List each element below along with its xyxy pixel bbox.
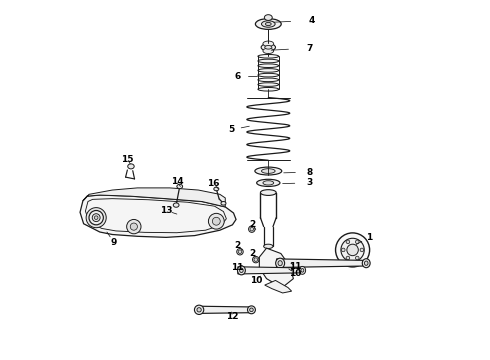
Ellipse shape — [197, 308, 201, 312]
Text: 6: 6 — [235, 72, 241, 81]
Ellipse shape — [255, 167, 282, 175]
Ellipse shape — [276, 258, 285, 268]
Ellipse shape — [263, 41, 274, 46]
Text: 2: 2 — [249, 249, 255, 258]
Ellipse shape — [336, 233, 369, 267]
Text: 1: 1 — [366, 233, 372, 242]
Ellipse shape — [258, 83, 279, 86]
Ellipse shape — [347, 244, 358, 256]
Text: 3: 3 — [306, 178, 313, 187]
Ellipse shape — [258, 69, 279, 72]
Ellipse shape — [265, 45, 272, 49]
Text: 5: 5 — [228, 125, 235, 134]
Text: 11: 11 — [289, 262, 301, 271]
Text: 7: 7 — [306, 44, 313, 53]
Ellipse shape — [360, 248, 364, 252]
Polygon shape — [265, 280, 292, 293]
Ellipse shape — [355, 240, 359, 244]
Text: 4: 4 — [308, 16, 315, 25]
Text: 14: 14 — [171, 177, 183, 186]
Ellipse shape — [257, 179, 280, 186]
Ellipse shape — [208, 213, 224, 229]
Ellipse shape — [254, 258, 258, 261]
Ellipse shape — [221, 202, 226, 205]
Ellipse shape — [365, 261, 368, 265]
Ellipse shape — [258, 87, 279, 91]
Polygon shape — [259, 248, 294, 286]
Ellipse shape — [89, 211, 103, 225]
Ellipse shape — [278, 261, 282, 266]
Ellipse shape — [238, 250, 242, 253]
Ellipse shape — [341, 238, 364, 262]
Ellipse shape — [258, 78, 279, 82]
Text: 10: 10 — [249, 276, 262, 285]
Ellipse shape — [195, 305, 204, 315]
Ellipse shape — [177, 184, 183, 189]
Text: 8: 8 — [306, 168, 313, 177]
Text: 10: 10 — [289, 269, 301, 278]
Ellipse shape — [173, 203, 179, 207]
Ellipse shape — [264, 244, 273, 248]
Ellipse shape — [262, 21, 275, 27]
Ellipse shape — [346, 240, 350, 244]
Ellipse shape — [263, 181, 274, 185]
Ellipse shape — [252, 256, 259, 263]
Ellipse shape — [301, 269, 304, 272]
Ellipse shape — [258, 64, 279, 67]
Polygon shape — [276, 259, 363, 267]
Ellipse shape — [355, 256, 359, 260]
Ellipse shape — [240, 268, 243, 273]
Ellipse shape — [238, 266, 245, 275]
Ellipse shape — [260, 190, 276, 195]
Text: 11: 11 — [231, 264, 244, 273]
Ellipse shape — [91, 213, 101, 223]
Ellipse shape — [266, 22, 271, 26]
Ellipse shape — [342, 248, 345, 252]
Ellipse shape — [130, 223, 137, 230]
Ellipse shape — [262, 169, 275, 174]
Ellipse shape — [265, 15, 272, 21]
Ellipse shape — [95, 216, 98, 220]
Ellipse shape — [258, 54, 279, 58]
Ellipse shape — [248, 226, 255, 232]
Ellipse shape — [299, 266, 306, 274]
Polygon shape — [80, 195, 236, 237]
Polygon shape — [83, 188, 225, 207]
Ellipse shape — [237, 248, 243, 255]
Ellipse shape — [255, 19, 281, 30]
Polygon shape — [238, 267, 299, 274]
Ellipse shape — [263, 48, 274, 54]
Text: 9: 9 — [111, 238, 117, 247]
Ellipse shape — [86, 208, 106, 228]
Ellipse shape — [250, 308, 253, 312]
Ellipse shape — [258, 59, 279, 63]
Text: 2: 2 — [249, 220, 255, 229]
Ellipse shape — [92, 214, 100, 222]
Ellipse shape — [258, 73, 279, 77]
Ellipse shape — [128, 164, 134, 169]
Text: 12: 12 — [226, 312, 239, 321]
Polygon shape — [199, 306, 251, 314]
Ellipse shape — [250, 227, 254, 231]
Ellipse shape — [126, 220, 141, 234]
Text: 15: 15 — [121, 155, 134, 164]
Text: 16: 16 — [207, 179, 220, 188]
Ellipse shape — [214, 187, 219, 191]
Ellipse shape — [261, 44, 275, 51]
Ellipse shape — [247, 306, 255, 314]
Ellipse shape — [212, 217, 220, 225]
Ellipse shape — [362, 259, 370, 268]
Text: 13: 13 — [160, 206, 172, 215]
Text: 2: 2 — [235, 241, 241, 250]
Ellipse shape — [346, 256, 350, 260]
